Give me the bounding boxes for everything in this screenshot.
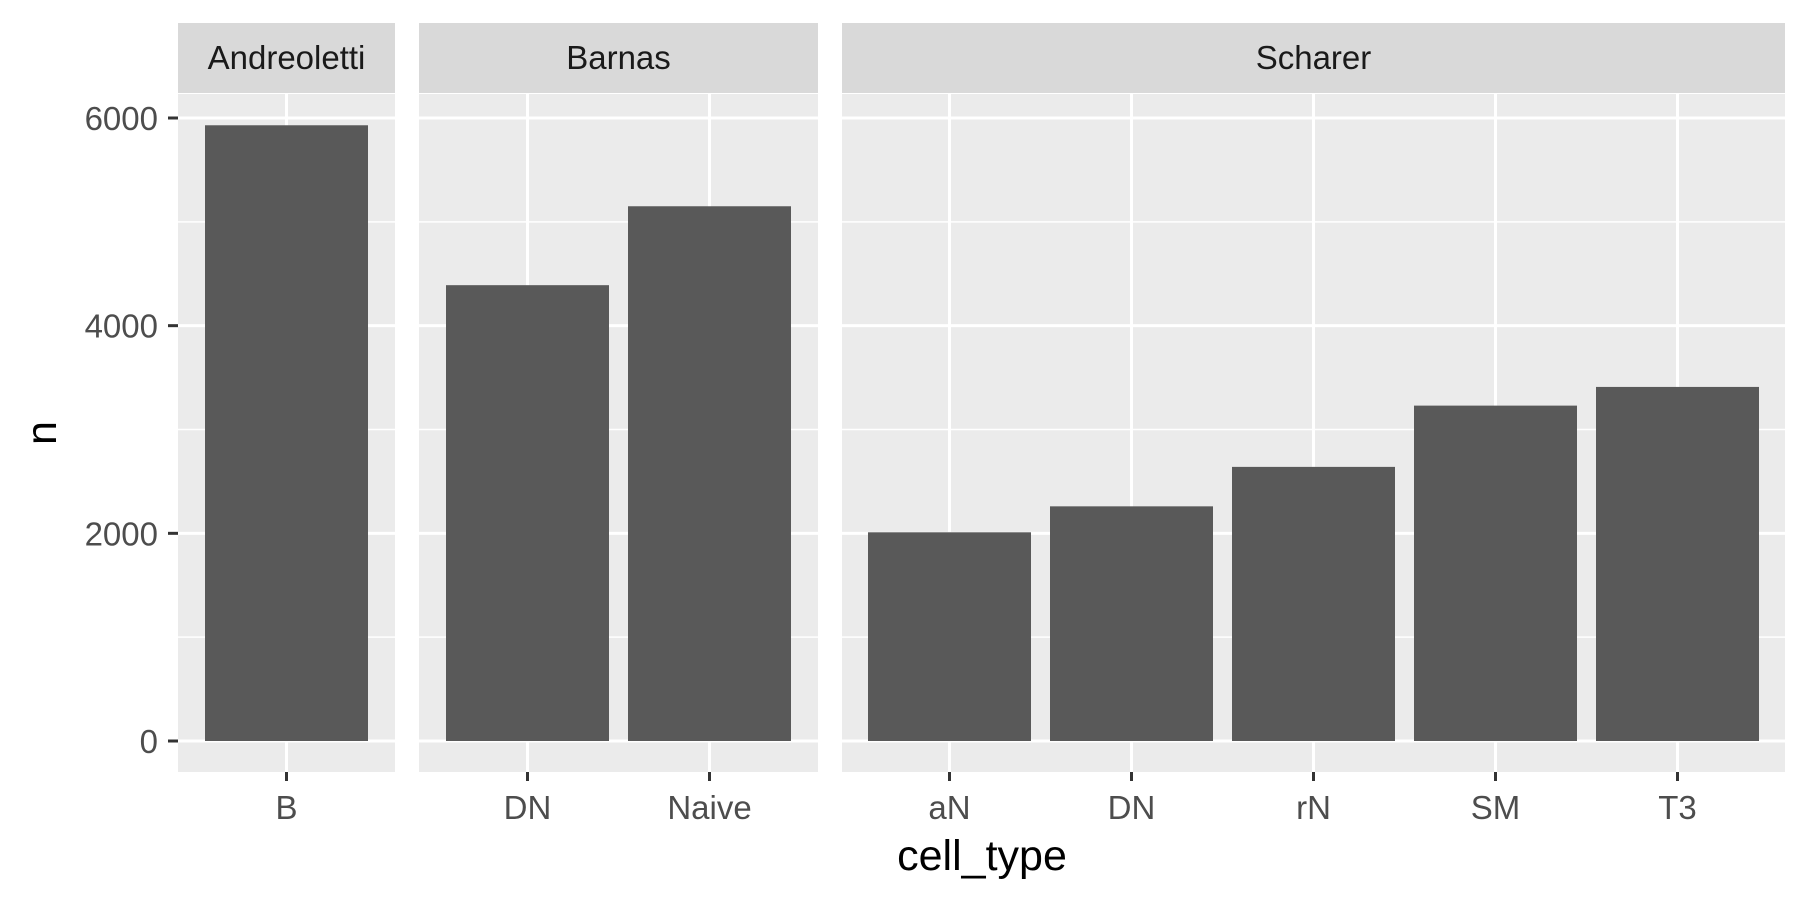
x-tick-label-b: B	[275, 789, 297, 826]
x-tick-label-dn: DN	[504, 789, 552, 826]
y-tick-label: 0	[140, 723, 158, 760]
facet-label-scharer: Scharer	[1256, 39, 1372, 76]
bar-barnas-dn	[446, 285, 609, 741]
x-axis-title: cell_type	[897, 832, 1067, 880]
facet-label-barnas: Barnas	[566, 39, 671, 76]
y-tick-label: 2000	[85, 515, 158, 552]
x-tick-label-dn: DN	[1108, 789, 1156, 826]
bar-scharer-t3	[1596, 386, 1759, 741]
bar-scharer-sm	[1414, 405, 1577, 741]
x-tick-label-t3: T3	[1658, 789, 1697, 826]
bar-scharer-dn	[1050, 506, 1213, 741]
facet-strip-barnas	[419, 23, 818, 93]
x-tick-label-rn: rN	[1296, 789, 1331, 826]
facet-strip-andreoletti	[178, 23, 395, 93]
bar-scharer-an	[868, 532, 1031, 741]
facet-strip-scharer	[842, 23, 1785, 93]
y-tick-label: 4000	[85, 308, 158, 345]
bar-andreoletti-b	[205, 125, 368, 742]
x-tick-label-naive: Naive	[667, 789, 751, 826]
facet-label-andreoletti: Andreoletti	[208, 39, 366, 76]
x-tick-label-sm: SM	[1471, 789, 1521, 826]
y-axis-title: n	[18, 421, 66, 445]
y-tick-label: 6000	[85, 100, 158, 137]
bar-scharer-rn	[1232, 466, 1395, 741]
bar-barnas-naive	[628, 206, 791, 742]
x-tick-label-an: aN	[928, 789, 970, 826]
